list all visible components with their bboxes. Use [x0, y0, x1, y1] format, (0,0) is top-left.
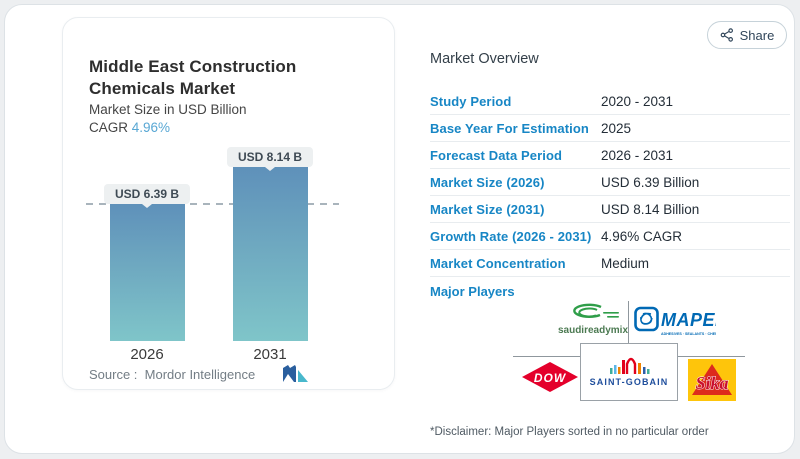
bar-2026 [110, 202, 185, 341]
sika-wordmark: Sika [695, 373, 728, 393]
table-row: Base Year For Estimation 2025 [430, 115, 790, 142]
row-label: Market Size (2026) [430, 174, 545, 190]
saudireadymix-wordmark: saudireadymix [558, 325, 628, 336]
mordor-intelligence-logo-icon [283, 365, 308, 382]
table-row: Market Size (2031) USD 8.14 Billion [430, 196, 790, 223]
bar-value-badge-2031: USD 8.14 B [226, 147, 314, 167]
mapei-tagline: ADHESIVES · SEALANTS · CHEMICAL PRODUCTS… [661, 332, 716, 336]
connector-line [513, 356, 580, 357]
bar-2031 [233, 165, 308, 341]
connector-line [678, 356, 745, 357]
cagr-label: CAGR [89, 120, 129, 135]
major-players-label: Major Players [430, 284, 515, 299]
row-label: Growth Rate (2026 - 2031) [430, 228, 592, 244]
row-label: Study Period [430, 93, 512, 109]
share-button[interactable]: Share [707, 21, 787, 49]
share-label: Share [739, 27, 775, 43]
reference-dashed-line [86, 203, 339, 205]
row-label: Forecast Data Period [430, 147, 563, 163]
saint-gobain-logo: SAINT-GOBAIN [590, 357, 669, 387]
sika-logo: Sika [688, 359, 736, 401]
row-value: USD 8.14 Billion [601, 201, 700, 217]
dow-wordmark: DOW [534, 371, 567, 385]
row-label: Market Size (2031) [430, 201, 545, 217]
row-label: Base Year For Estimation [430, 120, 589, 136]
chart-title: Middle East Construction Chemicals Marke… [89, 57, 297, 99]
table-row: Forecast Data Period 2026 - 2031 [430, 142, 790, 169]
chart-subtitle: Market Size in USD Billion [89, 102, 247, 117]
saint-gobain-logo-box: SAINT-GOBAIN [580, 343, 678, 401]
table-row: Market Concentration Medium [430, 250, 790, 277]
dow-logo: DOW [521, 361, 579, 393]
saint-gobain-wordmark: SAINT-GOBAIN [590, 377, 669, 387]
row-value: Medium [601, 255, 650, 271]
row-value: 2025 [601, 120, 632, 136]
chart-cagr-line: CAGR 4.96% [89, 120, 170, 135]
source-label: Source : [89, 367, 138, 382]
row-value: 2020 - 2031 [601, 93, 674, 109]
market-chart-card: Middle East Construction Chemicals Marke… [62, 17, 395, 390]
x-tick-2031: 2031 [253, 346, 287, 363]
row-value: 2026 - 2031 [601, 147, 674, 163]
x-tick-2026: 2026 [130, 346, 164, 363]
table-row: Growth Rate (2026 - 2031) 4.96% CAGR [430, 223, 790, 250]
bar-value-badge-2026: USD 6.39 B [103, 184, 191, 204]
connector-line [628, 301, 629, 343]
disclaimer-text: *Disclaimer: Major Players sorted in no … [430, 426, 709, 438]
table-row: Study Period 2020 - 2031 [430, 88, 790, 115]
overview-heading: Market Overview [430, 51, 539, 67]
saudireadymix-logo: saudireadymix [555, 300, 631, 340]
share-nodes-icon [720, 28, 733, 42]
source-value: Mordor Intelligence [144, 367, 256, 382]
overview-table: Study Period 2020 - 2031 Base Year For E… [430, 88, 790, 277]
mapei-logo: MAPEI ADHESIVES · SEALANTS · CHEMICAL PR… [634, 305, 716, 339]
source-line: Source : Mordor Intelligence [89, 367, 255, 382]
row-label: Market Concentration [430, 255, 566, 271]
table-row: Market Size (2026) USD 6.39 Billion [430, 169, 790, 196]
row-value: 4.96% CAGR [601, 228, 683, 244]
row-value: USD 6.39 Billion [601, 174, 700, 190]
infographic-frame: Middle East Construction Chemicals Marke… [4, 4, 795, 454]
mapei-wordmark: MAPEI [661, 310, 716, 330]
cagr-value: 4.96% [131, 120, 171, 135]
